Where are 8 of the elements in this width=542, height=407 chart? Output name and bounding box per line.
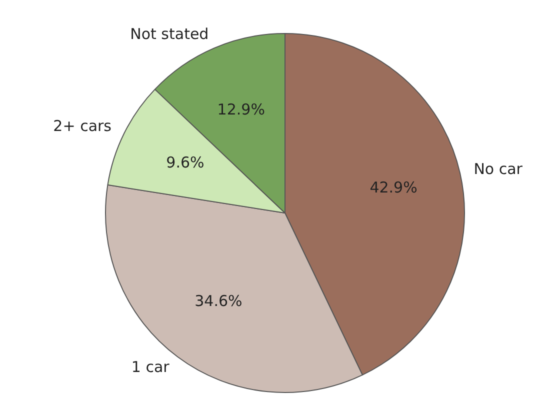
slice-label: No car — [474, 160, 524, 178]
slice-label: 1 car — [131, 358, 170, 376]
data-label: 42.9% — [370, 178, 418, 196]
data-label: 9.6% — [166, 154, 204, 172]
slice-label: 2+ cars — [53, 117, 112, 136]
data-label: 34.6% — [194, 292, 242, 310]
data-label: 12.9% — [217, 100, 265, 119]
slice-label: Not stated — [130, 25, 209, 44]
